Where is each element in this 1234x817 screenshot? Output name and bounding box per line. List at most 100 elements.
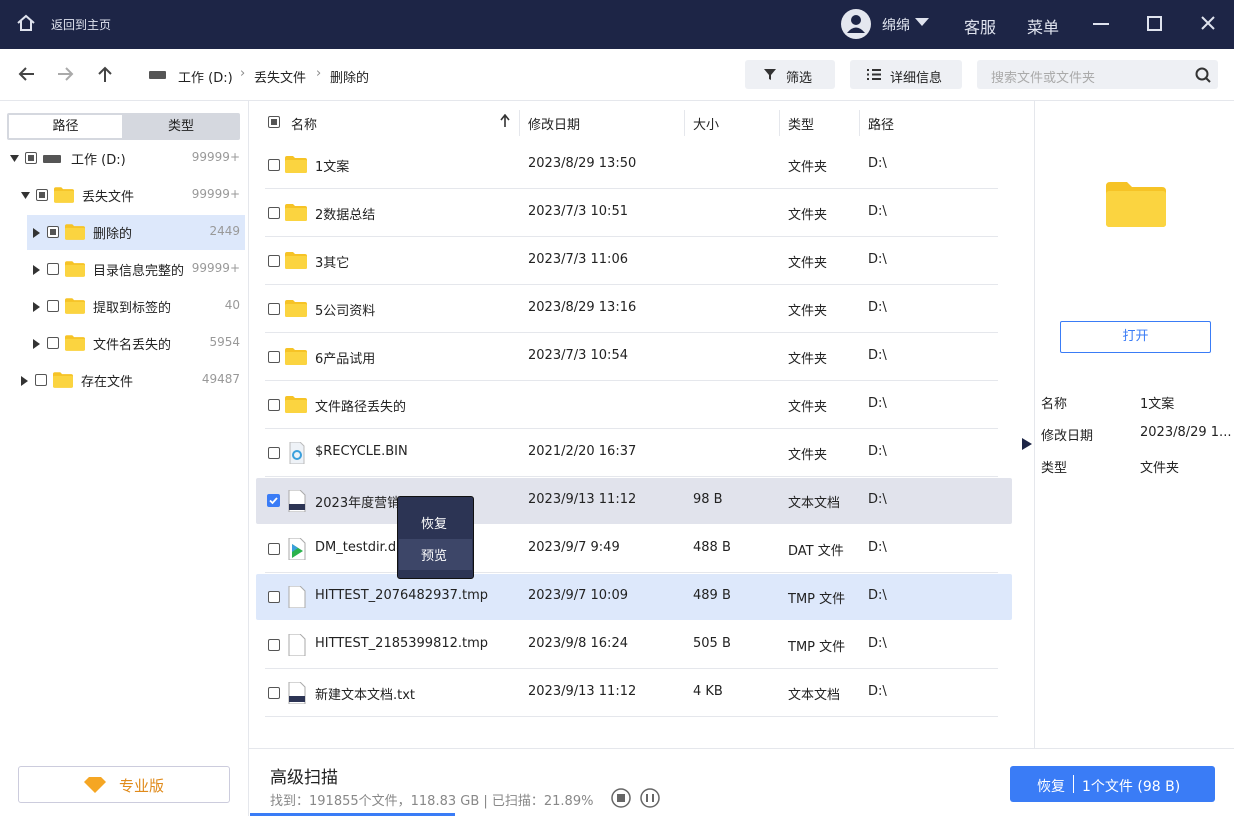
cell-path: D:\: [868, 396, 887, 411]
cell-date: 2023/9/13 11:12: [528, 684, 637, 699]
row-divider: [265, 188, 998, 189]
scan-title: 高级扫描: [270, 768, 338, 788]
checkbox[interactable]: [268, 351, 280, 363]
nav-arrows[interactable]: [16, 64, 126, 84]
user-name[interactable]: 绵绵: [882, 18, 910, 34]
cell-name[interactable]: HITTEST_2185399812.tmp: [315, 636, 489, 651]
cell-path: D:\: [868, 540, 887, 555]
crumb[interactable]: 丢失文件: [254, 71, 307, 86]
recover-button[interactable]: 恢复 1个文件 (98 B): [1010, 766, 1215, 802]
row-divider: [265, 572, 998, 573]
recover-label: 恢复: [1037, 779, 1065, 795]
checkbox[interactable]: [268, 116, 280, 128]
nav-bar: 工作 (D:) › 丢失文件 › 删除的 筛选 详细信息 搜索文件或文件夹: [0, 49, 1234, 101]
cell-name[interactable]: 5公司资料: [315, 304, 376, 319]
sidebar: 路径 类型 专业版 工作 (D:) 99999+ 丢失文件 99999+ 删除的 2449…: [0, 101, 249, 816]
menu[interactable]: 菜单: [1027, 18, 1060, 37]
checkbox[interactable]: [47, 263, 59, 275]
checkbox[interactable]: [268, 303, 280, 315]
tree-label[interactable]: 存在文件: [81, 375, 134, 390]
scan-controls[interactable]: [611, 787, 661, 809]
menu-item[interactable]: 恢复: [421, 517, 448, 532]
checkbox: [267, 494, 280, 511]
column-divider: [859, 110, 860, 136]
cell-name[interactable]: 1文案: [315, 160, 350, 175]
cell-date: 2023/9/7 10:09: [528, 588, 628, 603]
file-icon: [286, 489, 308, 516]
cell-size: 4 KB: [693, 684, 723, 699]
file-icon: [285, 252, 307, 273]
tab[interactable]: 路径: [9, 115, 122, 138]
tree-label[interactable]: 提取到标签的: [93, 301, 172, 316]
folder-preview: [1106, 182, 1166, 227]
tree-count: 49487: [201, 372, 240, 386]
crumb-sep: ›: [316, 66, 322, 81]
column-divider: [684, 110, 685, 136]
checkbox[interactable]: [268, 255, 280, 267]
checkbox[interactable]: [35, 374, 47, 386]
tab[interactable]: 类型: [167, 119, 194, 134]
cell-path: D:\: [868, 204, 887, 219]
filter-button[interactable]: 筛选: [745, 60, 835, 89]
checkbox[interactable]: [268, 543, 280, 555]
checkbox[interactable]: [268, 207, 280, 219]
cell-name[interactable]: 2023年度营销: [315, 496, 401, 511]
checkbox[interactable]: [36, 189, 48, 201]
column-header[interactable]: 大小: [693, 118, 720, 133]
pro-button[interactable]: 专业版: [18, 766, 230, 803]
dropdown-icon[interactable]: [914, 17, 930, 27]
crumb[interactable]: 工作 (D:): [178, 71, 233, 86]
menu-hover: [399, 539, 472, 570]
tree-label[interactable]: 文件名丢失的: [93, 338, 172, 353]
cell-name[interactable]: $RECYCLE.BIN: [315, 444, 408, 459]
collapse-arrow[interactable]: [1021, 437, 1033, 451]
cell-size: 505 B: [693, 636, 731, 651]
cell-path: D:\: [868, 636, 887, 651]
checkbox[interactable]: [268, 591, 280, 603]
cell-name[interactable]: 6产品试用: [315, 352, 376, 367]
cell-name[interactable]: DM_testdir.da: [315, 540, 405, 555]
checkbox[interactable]: [268, 447, 280, 459]
tree-label[interactable]: 删除的: [93, 227, 133, 242]
checkbox[interactable]: [25, 152, 37, 164]
details-button[interactable]: 详细信息: [850, 60, 962, 89]
tree-label[interactable]: 工作 (D:): [71, 153, 126, 168]
expand-arrow: [10, 153, 20, 168]
cell-name[interactable]: 2数据总结: [315, 208, 376, 223]
tree-label[interactable]: 目录信息完整的: [93, 264, 185, 279]
selected-row: [27, 215, 245, 250]
column-header[interactable]: 名称: [291, 118, 318, 133]
cell-name[interactable]: 3其它: [315, 256, 350, 271]
crumb[interactable]: 删除的: [330, 71, 370, 86]
window-controls[interactable]: [1090, 14, 1220, 34]
cell-name[interactable]: 文件路径丢失的: [315, 400, 407, 415]
open-button[interactable]: 打开: [1060, 321, 1211, 353]
column-header[interactable]: 路径: [868, 118, 895, 133]
cell-name[interactable]: 新建文本文档.txt: [315, 688, 416, 703]
checkbox[interactable]: [47, 300, 59, 312]
checkbox[interactable]: [268, 399, 280, 411]
detail-value: 2023/8/29 1...: [1140, 425, 1232, 440]
home-icon[interactable]: [16, 13, 36, 33]
menu-item[interactable]: 预览: [421, 549, 448, 564]
search-box[interactable]: 搜索文件或文件夹: [977, 60, 1218, 89]
service[interactable]: 客服: [964, 18, 997, 37]
checkbox[interactable]: [47, 226, 59, 238]
progress-bar: [250, 813, 455, 816]
checkbox[interactable]: [268, 639, 280, 651]
tree-label[interactable]: 丢失文件: [82, 190, 135, 205]
column-header[interactable]: 类型: [788, 118, 815, 133]
column-divider: [779, 110, 780, 136]
avatar[interactable]: [840, 8, 872, 40]
checkbox[interactable]: [268, 687, 280, 699]
cell-name[interactable]: HITTEST_2076482937.tmp: [315, 588, 489, 603]
checkbox[interactable]: [268, 159, 280, 171]
context-menu: 恢复 预览: [397, 496, 474, 579]
column-header[interactable]: 修改日期: [528, 118, 581, 133]
cell-date: 2023/8/29 13:50: [528, 156, 637, 171]
checkbox[interactable]: [47, 337, 59, 349]
crumb-sep: ›: [240, 66, 246, 81]
cell-type: 文件夹: [788, 160, 828, 175]
home-link[interactable]: 返回到主页: [51, 18, 112, 32]
